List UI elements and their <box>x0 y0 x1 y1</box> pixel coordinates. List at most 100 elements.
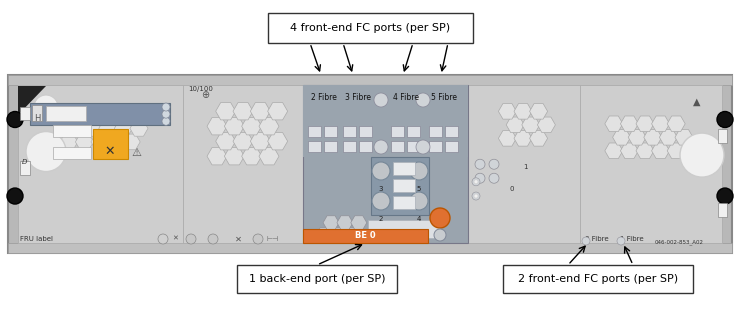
Circle shape <box>475 159 485 169</box>
Bar <box>93 129 128 159</box>
Bar <box>268 13 473 43</box>
Bar <box>468 85 580 243</box>
Circle shape <box>410 162 428 180</box>
Circle shape <box>186 234 196 244</box>
Text: 1 Fibre: 1 Fibre <box>620 236 644 242</box>
Bar <box>183 85 303 243</box>
Bar <box>303 85 468 157</box>
Text: FRU label: FRU label <box>20 236 53 242</box>
Bar <box>445 126 458 137</box>
Text: 4 front-end FC ports (per SP): 4 front-end FC ports (per SP) <box>290 23 451 33</box>
Circle shape <box>717 188 733 204</box>
Bar <box>407 126 420 137</box>
Bar <box>359 141 372 152</box>
Circle shape <box>162 110 170 118</box>
Circle shape <box>208 234 218 244</box>
Text: 10/100: 10/100 <box>188 86 213 92</box>
Circle shape <box>474 194 478 198</box>
Bar <box>393 179 415 192</box>
Bar <box>718 203 727 217</box>
Text: ✕: ✕ <box>235 234 241 243</box>
Bar <box>371 157 429 215</box>
Polygon shape <box>18 86 46 115</box>
Bar <box>407 141 420 152</box>
Bar <box>237 265 397 293</box>
Circle shape <box>472 192 480 200</box>
Text: D: D <box>22 159 27 165</box>
Circle shape <box>416 140 430 154</box>
Bar <box>303 229 428 243</box>
Text: 2: 2 <box>379 216 383 222</box>
Bar <box>393 196 415 209</box>
Text: 4 Fibre: 4 Fibre <box>393 93 419 102</box>
Circle shape <box>717 112 733 128</box>
Bar <box>429 141 442 152</box>
Bar <box>18 85 722 243</box>
Bar <box>20 106 30 119</box>
Bar <box>8 243 732 253</box>
Bar <box>324 126 337 137</box>
Circle shape <box>374 93 388 107</box>
Circle shape <box>489 173 499 183</box>
Bar <box>368 220 440 238</box>
Circle shape <box>372 192 390 210</box>
Bar <box>308 141 321 152</box>
Text: 046-002-853_A02: 046-002-853_A02 <box>655 239 704 245</box>
Bar <box>324 141 337 152</box>
Circle shape <box>474 180 478 184</box>
Circle shape <box>253 234 263 244</box>
Text: 0: 0 <box>510 186 514 192</box>
Bar <box>343 141 356 152</box>
Circle shape <box>372 162 390 180</box>
Bar <box>445 141 458 152</box>
Circle shape <box>680 133 724 177</box>
Bar <box>308 126 321 137</box>
Circle shape <box>489 159 499 169</box>
Bar <box>391 141 404 152</box>
Bar <box>8 75 732 253</box>
Circle shape <box>582 237 590 245</box>
Circle shape <box>162 117 170 125</box>
Bar <box>30 103 170 125</box>
Bar <box>503 265 693 293</box>
Circle shape <box>410 192 428 210</box>
Bar <box>46 106 86 121</box>
Text: 4: 4 <box>417 216 421 222</box>
Text: 5 Fibre: 5 Fibre <box>431 93 457 102</box>
Text: 1: 1 <box>523 164 528 170</box>
Text: 2 Fibre: 2 Fibre <box>311 93 337 102</box>
Circle shape <box>158 234 168 244</box>
Text: 1 back-end port (per SP): 1 back-end port (per SP) <box>249 274 386 284</box>
Text: 5: 5 <box>417 186 421 192</box>
Bar <box>53 147 91 159</box>
Text: ✕: ✕ <box>172 236 178 242</box>
Text: ⊢⊣: ⊢⊣ <box>267 236 279 242</box>
Circle shape <box>430 208 450 228</box>
Bar <box>53 125 91 137</box>
Bar <box>359 126 372 137</box>
Text: 0 Fibre: 0 Fibre <box>585 236 608 242</box>
Bar <box>393 162 415 175</box>
Text: ⊕: ⊕ <box>201 90 209 100</box>
Text: BE 0: BE 0 <box>355 232 376 240</box>
Text: ▲: ▲ <box>693 97 701 107</box>
Circle shape <box>7 112 23 128</box>
Text: ✕: ✕ <box>105 145 115 158</box>
Circle shape <box>162 103 170 111</box>
Bar <box>580 85 722 243</box>
Text: ⚠: ⚠ <box>131 148 141 158</box>
Bar <box>391 126 404 137</box>
Circle shape <box>617 237 625 245</box>
Circle shape <box>7 188 23 204</box>
Bar <box>429 126 442 137</box>
Text: H: H <box>34 114 40 123</box>
Bar <box>18 85 183 243</box>
Bar <box>32 105 42 121</box>
Circle shape <box>472 178 480 186</box>
Circle shape <box>34 95 58 119</box>
Bar <box>20 161 30 175</box>
Text: 2 front-end FC ports (per SP): 2 front-end FC ports (per SP) <box>518 274 678 284</box>
Circle shape <box>416 93 430 107</box>
Circle shape <box>374 140 388 154</box>
Text: 3: 3 <box>379 186 383 192</box>
